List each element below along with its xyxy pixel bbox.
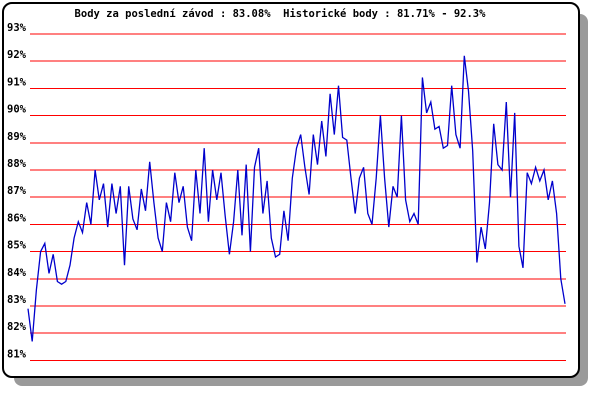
y-tick-label: 82%	[7, 321, 27, 333]
data-line	[27, 55, 566, 342]
y-tick-label: 93%	[7, 22, 27, 34]
y-tick-label: 92%	[7, 49, 27, 61]
y-tick-label: 89%	[7, 131, 27, 143]
y-tick-label: 81%	[7, 348, 27, 360]
y-tick-label: 83%	[7, 294, 27, 306]
y-tick-label: 85%	[7, 240, 27, 252]
y-tick-label: 84%	[7, 267, 27, 279]
y-tick-label: 90%	[7, 104, 27, 116]
y-tick-label: 91%	[7, 76, 27, 88]
y-tick-label: 88%	[7, 158, 27, 170]
chart-title: Body za poslední závod : 83.08% Historic…	[74, 8, 486, 20]
y-tick-label: 87%	[7, 185, 27, 197]
y-tick-label: 86%	[7, 212, 27, 224]
